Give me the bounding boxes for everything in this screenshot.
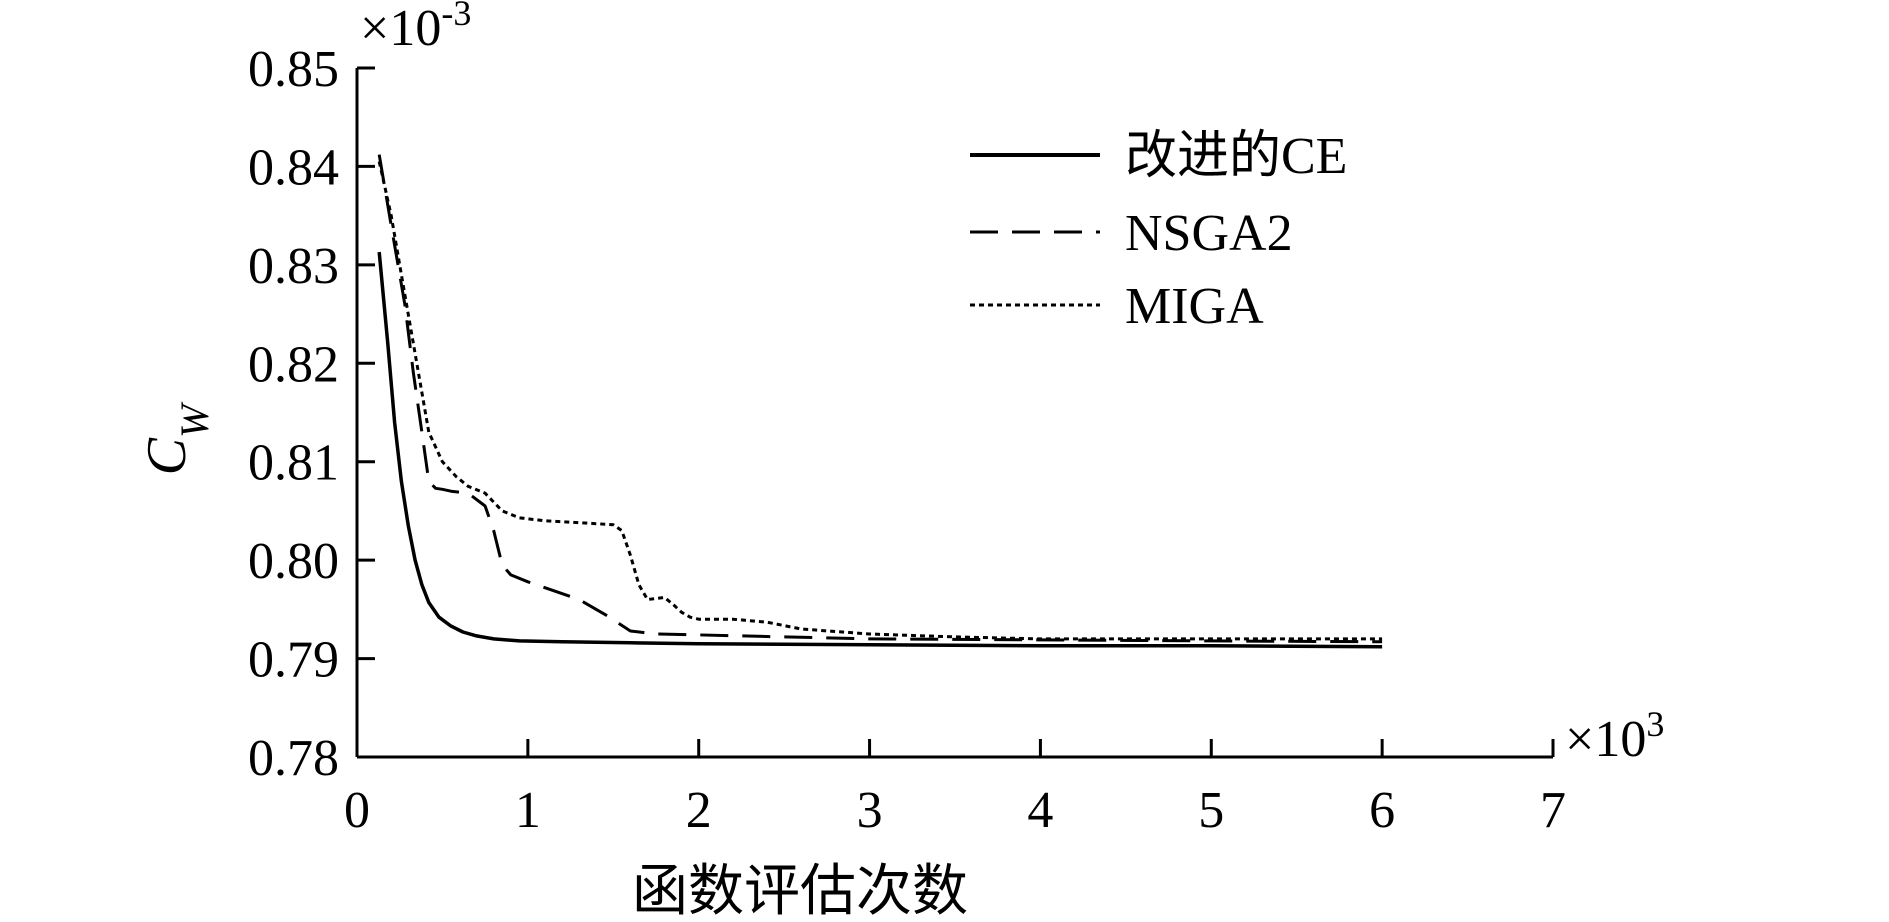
y-tick-label: 0.78 xyxy=(248,730,339,787)
y-multiplier-exp: -3 xyxy=(441,0,471,33)
series-layer xyxy=(377,154,1383,649)
y-tick-label: 0.85 xyxy=(248,41,339,98)
x-tick-label: 7 xyxy=(1540,782,1566,839)
series-line-2 xyxy=(377,154,1383,644)
y-multiplier-base: ×10 xyxy=(360,0,441,57)
x-tick-label: 3 xyxy=(857,782,883,839)
y-axis-title: CW xyxy=(136,401,217,475)
x-tick-label: 4 xyxy=(1027,782,1053,839)
x-multiplier: ×103 xyxy=(1565,704,1664,768)
y-tick-label: 0.79 xyxy=(248,632,339,689)
x-tick-label: 0 xyxy=(344,782,370,839)
x-multiplier-exp: 3 xyxy=(1646,704,1664,744)
y-tick-label: 0.81 xyxy=(248,435,339,492)
x-multiplier-base: ×10 xyxy=(1565,711,1646,768)
y-axis-title-sub: W xyxy=(172,401,217,438)
x-axis-title: 函数评估次数 xyxy=(632,861,968,922)
y-tick-label: 0.82 xyxy=(248,336,339,393)
y-tick-label: 0.83 xyxy=(248,238,339,295)
x-tick-label: 5 xyxy=(1198,782,1224,839)
y-axis-title-main: C xyxy=(136,437,198,475)
x-tick-label: 6 xyxy=(1369,782,1395,839)
legend-label-1: 改进的CE xyxy=(1125,128,1347,185)
x-tick-label: 2 xyxy=(686,782,712,839)
x-tick-label: 1 xyxy=(515,782,541,839)
y-tick-label: 0.84 xyxy=(248,139,339,196)
series-line-3 xyxy=(377,161,1383,641)
legend-label-3: MIGA xyxy=(1125,278,1264,335)
series-line-1 xyxy=(377,251,1383,649)
axes: 0 1 2 3 4 5 6 7 0.78 0.79 0.80 0.81 0.82 0.83 0.84 0.85 xyxy=(248,41,1566,839)
legend: 改进的CE NSGA2 MIGA xyxy=(970,128,1347,335)
y-tick-label: 0.80 xyxy=(248,533,339,590)
legend-label-2: NSGA2 xyxy=(1125,205,1293,262)
y-multiplier: ×10-3 xyxy=(360,0,471,57)
